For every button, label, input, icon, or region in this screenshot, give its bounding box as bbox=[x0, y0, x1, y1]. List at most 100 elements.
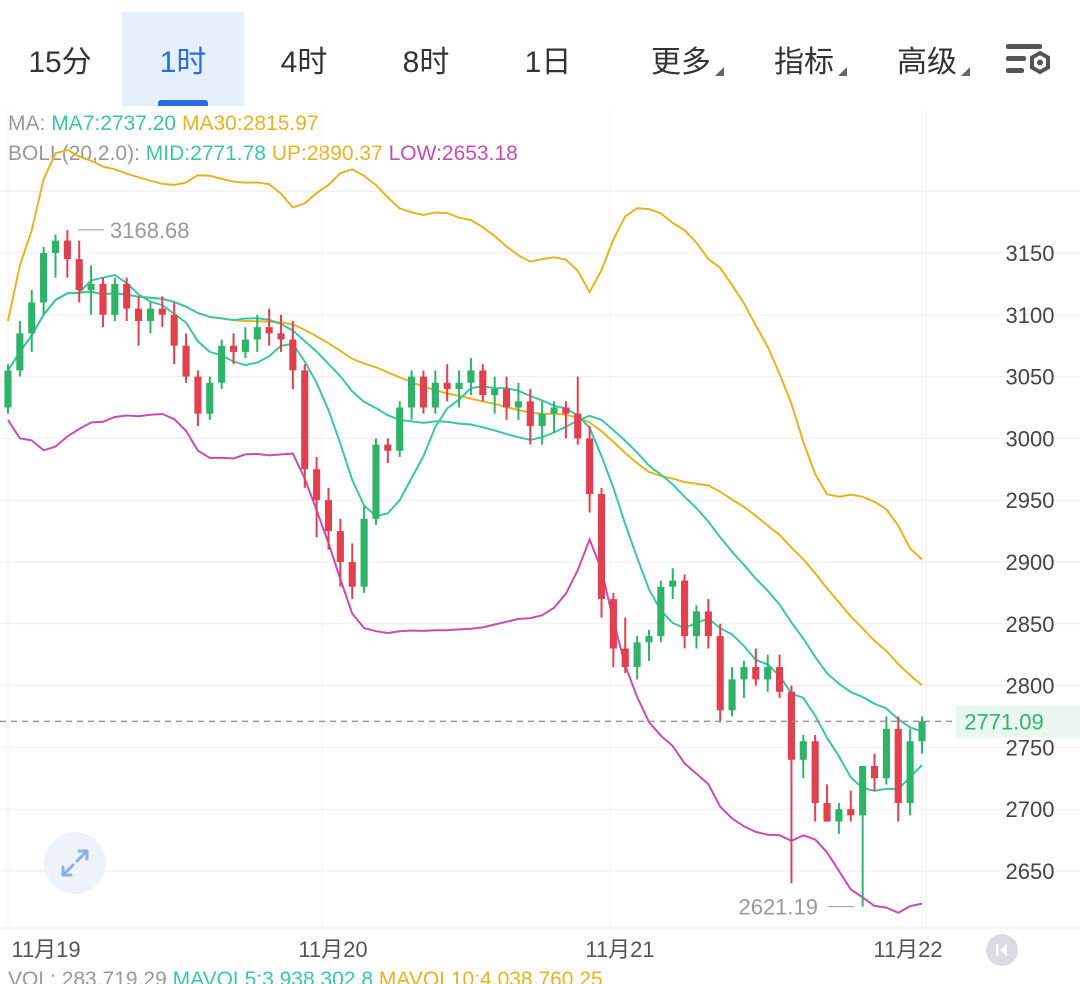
tab-advanced[interactable]: 高级 bbox=[886, 12, 970, 106]
candle-body bbox=[538, 413, 546, 427]
timeframe-tabbar: 15分 1时 4时 8时 1日 更多 指标 高级 bbox=[0, 0, 1080, 106]
volume-indicator-line: VOL: 283,719.29 MAVOL5:3,938,302.8 MAVOL… bbox=[8, 968, 603, 984]
time-tick-label: 11月21 bbox=[585, 937, 654, 962]
candle-body bbox=[764, 667, 772, 680]
candle-body bbox=[194, 376, 202, 414]
tab-8h[interactable]: 8时 bbox=[366, 12, 486, 106]
price-tick-label: 2700 bbox=[1006, 797, 1055, 822]
ma7-line bbox=[7, 274, 923, 792]
candle-body bbox=[467, 370, 475, 383]
dropdown-caret-icon bbox=[838, 67, 847, 76]
candle-body bbox=[301, 370, 309, 470]
time-tick-label: 11月19 bbox=[11, 937, 80, 962]
candle-body bbox=[99, 283, 107, 315]
candle-body bbox=[123, 283, 131, 309]
candlestick-chart[interactable]: 3150 3100 3050 3000 2950 2900 2850 2800 2750 2700… bbox=[0, 106, 1080, 966]
chart-settings-button[interactable] bbox=[1000, 38, 1056, 82]
chart-settings-icon bbox=[1006, 44, 1050, 75]
candle-body bbox=[918, 721, 926, 742]
skip-to-end-icon bbox=[996, 944, 1007, 956]
vol-value: VOL: 283,719.29 bbox=[8, 968, 167, 984]
candle-body bbox=[277, 333, 285, 340]
candle-body bbox=[75, 259, 83, 291]
tab-label: 指标 bbox=[774, 46, 834, 79]
price-tick-label: 2850 bbox=[1006, 612, 1055, 637]
expand-chart-button[interactable] bbox=[44, 832, 106, 894]
candle-body bbox=[158, 308, 166, 315]
current-price-tag bbox=[956, 705, 1080, 738]
price-tick-label: 2750 bbox=[1006, 735, 1055, 760]
candle-body bbox=[396, 407, 404, 451]
candle-body bbox=[681, 580, 689, 637]
candle-body bbox=[811, 741, 819, 804]
price-tick-label: 2800 bbox=[1006, 674, 1055, 699]
price-tick-label: 3100 bbox=[1006, 303, 1055, 328]
active-tab-indicator bbox=[158, 100, 208, 106]
candle-body bbox=[63, 240, 71, 260]
candle-body bbox=[870, 765, 879, 779]
candle-body bbox=[526, 401, 534, 427]
candle-body bbox=[799, 741, 807, 760]
mavol10-value: MAVOL10:4,038,760.25 bbox=[378, 968, 603, 984]
candle-body bbox=[657, 586, 665, 637]
tab-4h[interactable]: 4时 bbox=[244, 12, 364, 106]
boll-mid-value: MID:2771.78 bbox=[145, 142, 266, 165]
candle-body bbox=[574, 413, 582, 439]
candle-body bbox=[894, 728, 902, 804]
candle-body bbox=[443, 382, 451, 389]
candle-body bbox=[206, 382, 214, 414]
candle-body bbox=[550, 407, 558, 414]
candle-body bbox=[704, 611, 712, 637]
price-tick-label: 2900 bbox=[1006, 550, 1055, 575]
candle-body bbox=[28, 302, 36, 334]
candle-body bbox=[752, 667, 760, 680]
candle-body bbox=[384, 444, 392, 451]
tab-15m[interactable]: 15分 bbox=[0, 12, 120, 106]
time-tick-label: 11月22 bbox=[873, 937, 942, 962]
high-price-label: 3168.68 bbox=[110, 218, 190, 243]
candle-body bbox=[882, 728, 890, 779]
candle-body bbox=[692, 611, 701, 637]
candle-body bbox=[336, 531, 344, 562]
tab-1h[interactable]: 1时 bbox=[122, 12, 244, 106]
candle-body bbox=[491, 388, 499, 396]
candle-body bbox=[372, 444, 380, 519]
candle-body bbox=[313, 469, 321, 501]
candle-body bbox=[609, 599, 617, 649]
candle-body bbox=[51, 240, 60, 253]
tab-1d[interactable]: 1日 bbox=[488, 12, 608, 106]
candle-body bbox=[669, 580, 677, 587]
current-price-label: 2771.09 bbox=[964, 709, 1044, 734]
mavol5-value: MAVOL5:3,938,302.8 bbox=[172, 968, 374, 984]
boll-low-value: LOW:2653.18 bbox=[388, 142, 518, 165]
candle-body bbox=[740, 667, 748, 680]
boll-upper-line bbox=[7, 148, 923, 561]
candle-body bbox=[16, 333, 24, 371]
price-tick-label: 3050 bbox=[1006, 365, 1055, 390]
candle-body bbox=[716, 636, 724, 711]
tab-label: 高级 bbox=[897, 46, 957, 79]
candle-body bbox=[645, 636, 653, 643]
candle-body bbox=[135, 308, 143, 321]
candle-body bbox=[146, 308, 155, 321]
candle-body bbox=[431, 382, 439, 408]
scroll-to-latest-button[interactable] bbox=[986, 934, 1018, 966]
candle-body bbox=[408, 376, 416, 408]
candle-body bbox=[40, 253, 48, 303]
candle-body bbox=[621, 648, 629, 668]
candle-body bbox=[289, 339, 297, 371]
tab-label: 8时 bbox=[402, 46, 450, 79]
tab-more[interactable]: 更多 bbox=[640, 12, 724, 106]
candle-body bbox=[586, 438, 594, 495]
tab-indicators[interactable]: 指标 bbox=[763, 12, 847, 106]
candle-body bbox=[111, 283, 119, 315]
candle-body bbox=[479, 370, 487, 396]
candle-body bbox=[419, 376, 428, 408]
boll-up-value: UP:2890.37 bbox=[271, 142, 383, 165]
candle-body bbox=[348, 562, 356, 587]
tab-label: 15分 bbox=[28, 46, 92, 79]
price-tick-label: 2650 bbox=[1006, 859, 1055, 884]
ma30-line bbox=[7, 290, 923, 687]
candle-body bbox=[360, 518, 368, 587]
candle-body bbox=[502, 388, 511, 408]
